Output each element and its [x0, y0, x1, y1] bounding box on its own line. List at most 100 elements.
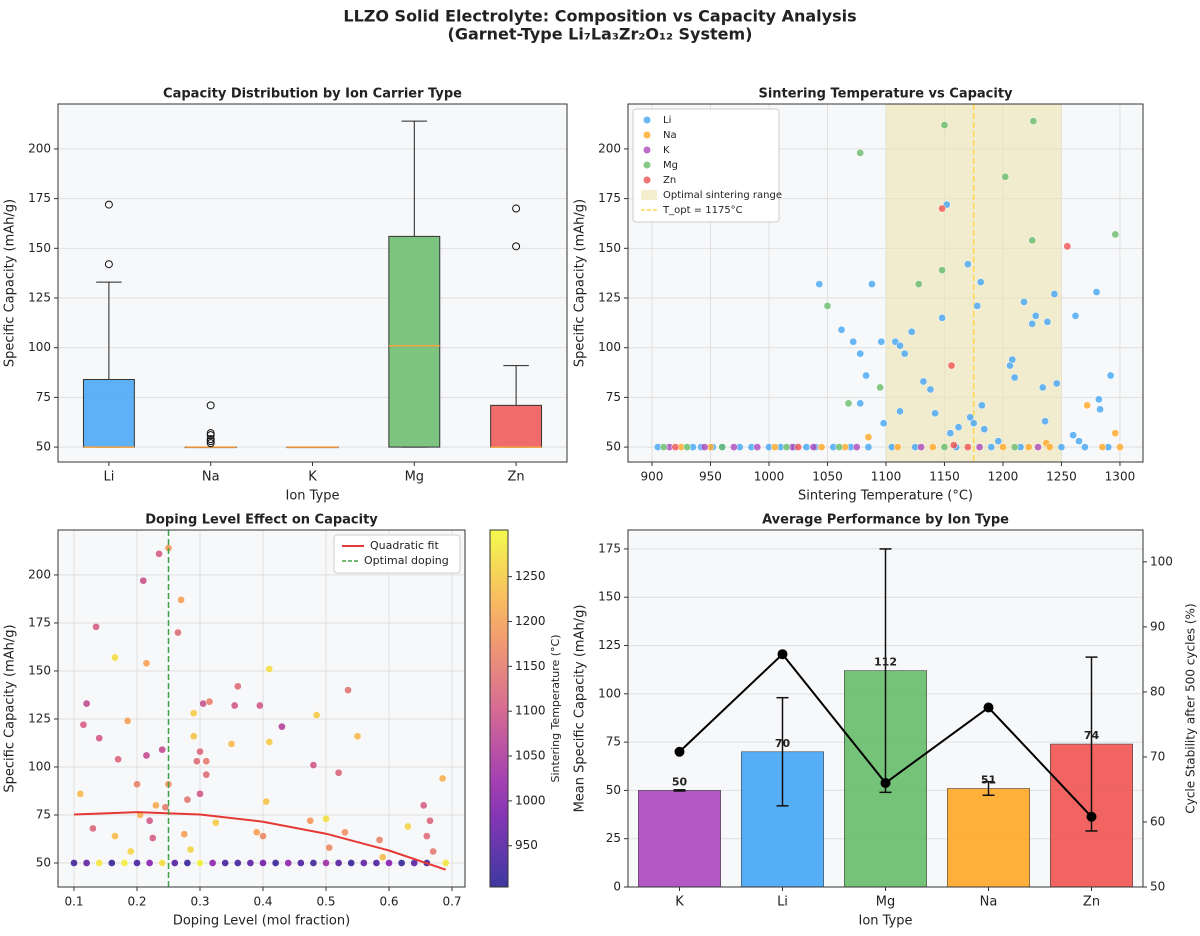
- point: [1010, 373, 1019, 382]
- point: [438, 774, 447, 783]
- point: [730, 443, 738, 451]
- point: [1111, 230, 1120, 239]
- legend-label: Optimal doping: [364, 554, 449, 567]
- point: [815, 280, 824, 288]
- outlier: [206, 435, 215, 444]
- y-tick-label: 100: [598, 340, 621, 354]
- point: [877, 337, 886, 346]
- point: [1075, 437, 1083, 445]
- y2-tick-label: 90: [1150, 619, 1165, 633]
- value-label: 74: [1084, 729, 1100, 742]
- colorbar-tick-label: 1100: [515, 704, 546, 718]
- y-tick-label: 175: [598, 191, 621, 205]
- y-tick-label: 50: [606, 440, 621, 454]
- point: [782, 443, 791, 451]
- point: [1063, 242, 1072, 251]
- point: [896, 407, 904, 416]
- y-tick-label: 50: [36, 440, 51, 454]
- point: [419, 801, 428, 810]
- x-tick-label: Zn: [508, 470, 525, 485]
- point: [946, 429, 955, 438]
- point: [325, 843, 334, 852]
- value-label: 112: [874, 656, 897, 669]
- point: [893, 443, 902, 451]
- point: [794, 443, 803, 451]
- point: [133, 780, 141, 789]
- colorbar-tick-label: 1050: [515, 749, 546, 763]
- point: [155, 549, 163, 558]
- point: [856, 349, 865, 358]
- point: [196, 790, 204, 798]
- point: [1096, 405, 1104, 414]
- point: [259, 859, 267, 867]
- outlier: [206, 437, 215, 446]
- y-tick-label: 150: [28, 241, 51, 255]
- y-tick-label: 25: [606, 831, 621, 845]
- point: [95, 859, 104, 867]
- x-tick-label: 1100: [871, 470, 902, 484]
- x-tick-label: Li: [777, 895, 788, 910]
- fit-line: [73, 811, 447, 871]
- point: [111, 653, 119, 662]
- point: [426, 816, 434, 825]
- point: [230, 701, 239, 710]
- plot-area: [58, 104, 567, 462]
- outlier: [206, 431, 215, 440]
- point: [82, 699, 91, 708]
- point: [111, 832, 119, 840]
- x-tick-label: 1000: [754, 470, 785, 484]
- point: [205, 697, 214, 706]
- plot-frame: [627, 103, 1144, 463]
- y-tick-label: 200: [28, 141, 51, 155]
- point: [864, 443, 873, 451]
- point: [896, 341, 904, 350]
- point: [265, 665, 274, 673]
- legend-marker: [643, 146, 651, 154]
- panel-title: Average Performance by Ion Type: [762, 513, 1009, 528]
- legend-label: Mg: [663, 160, 678, 171]
- panel-title: Capacity Distribution by Ion Carrier Typ…: [163, 87, 462, 102]
- x-axis-label: Doping Level (mol fraction): [173, 914, 350, 929]
- y-tick-label: 150: [598, 590, 621, 604]
- legend-label: Zn: [663, 175, 676, 186]
- x-tick-label: 950: [699, 470, 722, 484]
- legend-marker: [643, 161, 651, 169]
- point: [926, 385, 935, 394]
- point: [353, 732, 362, 741]
- point: [233, 682, 242, 691]
- point: [82, 859, 91, 867]
- point: [193, 757, 201, 766]
- y-tick-label: 175: [598, 541, 621, 555]
- point: [1071, 312, 1080, 320]
- point: [900, 349, 909, 358]
- point: [341, 828, 349, 837]
- point: [928, 443, 937, 451]
- colorbar: [489, 529, 509, 888]
- point: [809, 443, 818, 451]
- x-axis-label: Ion Type: [285, 489, 339, 504]
- point: [183, 795, 192, 804]
- point: [79, 720, 88, 729]
- point: [422, 832, 431, 840]
- point: [211, 818, 220, 827]
- point: [1106, 371, 1115, 380]
- point: [107, 859, 116, 867]
- colorbar-tick-label: 1250: [515, 569, 546, 583]
- outlier: [206, 429, 215, 438]
- x-tick-label: 0.2: [127, 895, 146, 909]
- panel-title: Sintering Temperature vs Capacity: [758, 87, 1013, 102]
- point: [931, 409, 939, 418]
- bar: [637, 790, 721, 888]
- point: [940, 121, 949, 129]
- point: [949, 441, 958, 449]
- point: [1083, 401, 1092, 410]
- point: [429, 847, 437, 856]
- point: [259, 832, 267, 840]
- point: [837, 325, 846, 334]
- point: [835, 443, 844, 451]
- point: [372, 859, 381, 867]
- y-tick-label: 75: [36, 390, 51, 404]
- point: [148, 834, 157, 842]
- box: [388, 235, 441, 448]
